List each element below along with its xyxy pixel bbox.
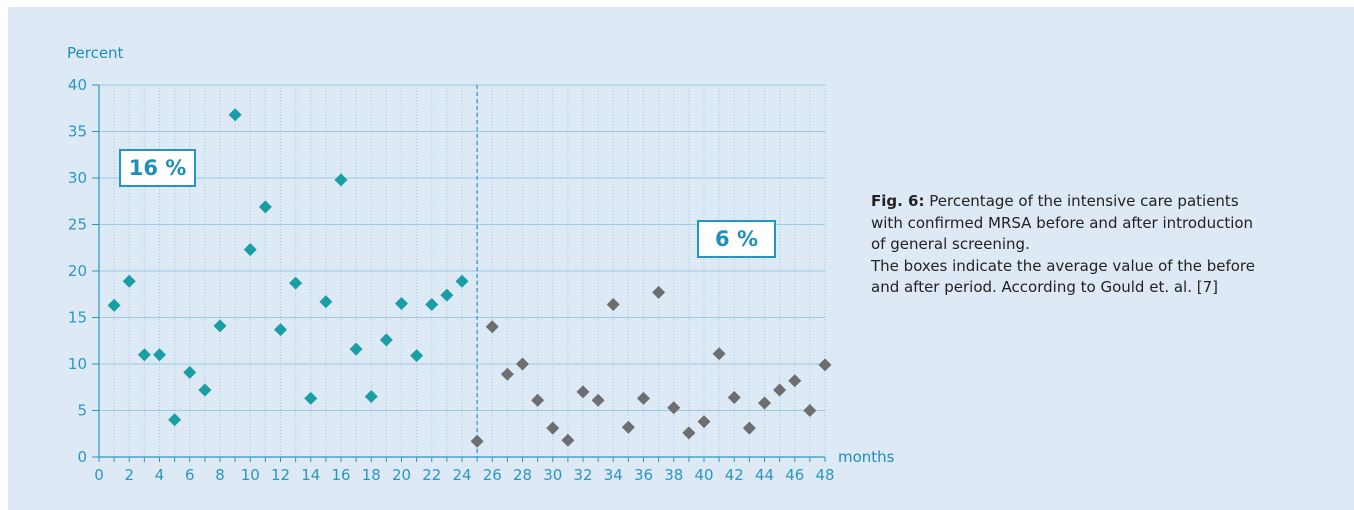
data-point-after [470,434,484,448]
data-point-before [379,333,393,347]
data-point-before [349,342,363,356]
data-point-after [788,374,802,388]
x-tick-label: 34 [604,466,623,484]
x-tick-label: 12 [271,466,290,484]
y-tick-label: 5 [77,402,87,420]
x-tick-label: 48 [815,466,834,484]
x-tick-label: 0 [94,466,104,484]
data-point-before [410,349,424,363]
data-point-after [531,393,545,407]
x-tick-label: 18 [362,466,381,484]
data-point-after [576,385,590,399]
x-tick-label: 2 [124,466,134,484]
y-tick-label: 20 [68,262,87,280]
data-point-after [546,421,560,435]
data-point-before [243,243,257,257]
data-point-after [697,415,711,429]
data-point-after [818,358,832,372]
data-point-before [364,390,378,404]
x-tick-label: 26 [483,466,502,484]
data-point-before [289,276,303,290]
y-tick-label: 10 [68,355,87,373]
x-tick-label: 14 [301,466,320,484]
x-tick-label: 8 [215,466,225,484]
data-point-after [500,367,514,381]
data-point-after [773,383,787,397]
data-points [107,108,832,448]
data-point-after [727,390,741,404]
caption-line-1: Percentage of the intensive care patient… [924,192,1239,210]
data-point-after [682,426,696,440]
y-tick-label: 0 [77,448,87,466]
data-point-before [137,348,151,362]
data-point-before [213,319,227,333]
axes [92,84,826,462]
data-point-before [455,274,469,288]
figure-panel [8,7,1354,510]
data-point-after [637,391,650,405]
data-point-before [183,365,197,379]
caption-line-2: with confirmed MRSA before and after int… [871,213,1254,232]
average-after-box: 6 % [697,220,776,258]
data-point-before [319,295,333,309]
data-point-before [122,274,136,288]
y-tick-label: 30 [68,169,87,187]
data-point-after [803,404,817,417]
data-point-after [667,401,681,415]
x-tick-label: 10 [241,466,260,484]
x-tick-label: 32 [573,466,592,484]
data-point-before [395,297,408,311]
y-tick-label: 15 [68,309,87,327]
data-point-before [258,200,272,214]
x-tick-label: 46 [785,466,804,484]
data-point-after [621,420,635,434]
x-tick-label: 24 [452,466,471,484]
x-tick-label: 20 [392,466,411,484]
data-point-after [758,396,771,410]
x-tick-label: 6 [185,466,195,484]
y-tick-label: 35 [68,123,87,141]
caption-line-5: and after period. According to Gould et.… [871,278,1218,296]
data-point-after [652,285,666,299]
data-point-after [591,393,605,407]
x-tick-label: 4 [155,466,165,484]
x-tick-label: 44 [755,466,774,484]
caption-line-4: The boxes indicate the average value of … [871,256,1255,275]
x-tick-label: 42 [725,466,744,484]
average-before-box: 16 % [119,149,196,187]
data-point-before [228,108,242,122]
data-point-after [742,421,756,435]
data-point-after [606,297,620,311]
figure-caption: Fig. 6: Percentage of the intensive care… [871,191,1321,299]
y-tick-label: 40 [68,76,87,94]
data-point-before [304,391,318,405]
data-point-before [274,323,287,337]
data-point-after [561,433,575,447]
x-tick-label: 36 [634,466,653,484]
x-tick-label: 38 [664,466,683,484]
data-point-before [198,383,212,397]
x-tick-label: 22 [422,466,441,484]
data-point-before [107,298,121,312]
caption-label: Fig. 6: [871,192,925,210]
data-point-after [712,347,726,361]
data-point-before [425,297,439,311]
data-point-before [440,288,454,302]
grid-lines [99,84,826,458]
data-point-before [153,348,166,362]
data-point-after [516,357,529,371]
data-point-before [334,173,348,187]
data-point-before [168,413,182,427]
caption-line-3: of general screening. [871,235,1030,253]
x-axis-label: months [838,448,895,466]
x-tick-label: 28 [513,466,532,484]
x-tick-label: 40 [694,466,713,484]
y-axis-label: Percent [67,44,124,62]
x-tick-label: 30 [543,466,562,484]
x-tick-label: 16 [331,466,350,484]
y-tick-label: 25 [68,216,87,234]
data-point-after [485,320,499,334]
